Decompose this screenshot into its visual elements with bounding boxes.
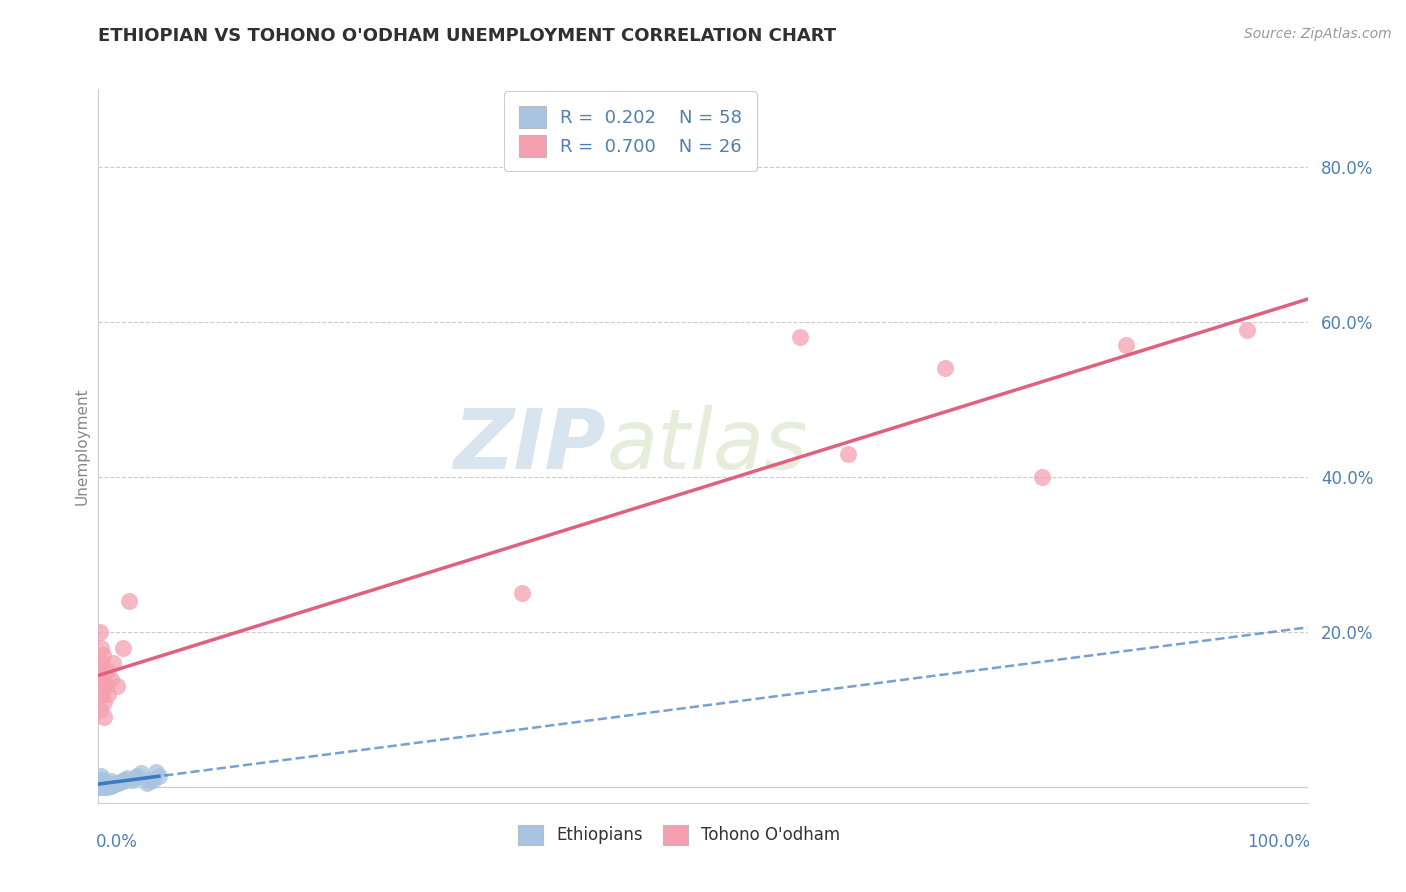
Point <box>91 779 114 793</box>
Point <box>96 664 118 678</box>
Point <box>91 775 114 789</box>
Point <box>90 777 112 791</box>
Point <box>91 776 114 790</box>
Point <box>94 779 117 793</box>
Point <box>91 772 114 787</box>
Point <box>148 769 170 783</box>
Point <box>100 779 122 793</box>
Point <box>96 780 118 794</box>
Point <box>97 776 120 790</box>
Text: ETHIOPIAN VS TOHONO O'ODHAM UNEMPLOYMENT CORRELATION CHART: ETHIOPIAN VS TOHONO O'ODHAM UNEMPLOYMENT… <box>98 27 837 45</box>
Point <box>90 775 112 789</box>
Point <box>93 695 115 709</box>
Point <box>1115 338 1137 352</box>
Point <box>91 648 114 663</box>
Point <box>91 778 114 792</box>
Point <box>89 779 111 793</box>
Point <box>91 776 114 790</box>
Point <box>89 777 111 791</box>
Point <box>89 780 111 794</box>
Point <box>93 775 115 789</box>
Point <box>96 777 118 791</box>
Point <box>90 769 112 783</box>
Point <box>90 774 112 789</box>
Point <box>97 779 120 793</box>
Y-axis label: Unemployment: Unemployment <box>75 387 90 505</box>
Point <box>89 625 111 640</box>
Point <box>94 680 117 694</box>
Text: ZIP: ZIP <box>454 406 606 486</box>
Point <box>1236 323 1258 337</box>
Point <box>91 778 114 792</box>
Point <box>127 769 149 783</box>
Point <box>90 778 112 792</box>
Point <box>101 656 124 670</box>
Point <box>100 672 122 686</box>
Point <box>101 778 124 792</box>
Point <box>89 664 111 678</box>
Point <box>100 774 122 789</box>
Point <box>91 780 114 794</box>
Point <box>91 656 114 670</box>
Point <box>108 775 131 789</box>
Point <box>93 778 115 792</box>
Point <box>89 776 111 790</box>
Point <box>105 776 128 790</box>
Point <box>117 771 139 785</box>
Point <box>89 772 111 787</box>
Point <box>103 777 125 791</box>
Point <box>91 672 114 686</box>
Point <box>89 773 111 788</box>
Point <box>837 447 859 461</box>
Legend: Ethiopians, Tohono O'odham: Ethiopians, Tohono O'odham <box>510 818 846 852</box>
Point <box>90 780 112 794</box>
Text: 0.0%: 0.0% <box>96 833 138 851</box>
Point <box>89 775 111 789</box>
Point <box>90 776 112 790</box>
Point <box>90 779 112 793</box>
Point <box>138 774 160 789</box>
Point <box>93 780 115 794</box>
Point <box>90 680 112 694</box>
Point <box>129 766 152 780</box>
Point <box>89 774 111 789</box>
Point <box>105 680 128 694</box>
Point <box>145 764 167 779</box>
Point <box>1031 470 1053 484</box>
Point <box>111 774 134 789</box>
Point <box>111 640 134 655</box>
Point <box>510 586 533 600</box>
Point <box>89 703 111 717</box>
Point <box>789 330 811 344</box>
Point <box>118 594 141 608</box>
Point <box>114 772 136 787</box>
Point <box>90 640 112 655</box>
Point <box>91 772 114 787</box>
Point <box>934 361 956 376</box>
Point <box>97 687 120 701</box>
Point <box>90 775 112 789</box>
Point <box>124 771 146 785</box>
Point <box>142 772 165 787</box>
Point <box>89 775 111 789</box>
Point <box>135 776 157 790</box>
Text: Source: ZipAtlas.com: Source: ZipAtlas.com <box>1244 27 1392 41</box>
Point <box>94 775 117 789</box>
Point <box>89 778 111 792</box>
Point <box>93 710 115 724</box>
Text: 100.0%: 100.0% <box>1247 833 1310 851</box>
Point <box>107 775 129 789</box>
Point <box>112 773 135 788</box>
Point <box>91 687 114 701</box>
Point <box>121 772 143 787</box>
Point <box>91 780 114 794</box>
Text: atlas: atlas <box>606 406 808 486</box>
